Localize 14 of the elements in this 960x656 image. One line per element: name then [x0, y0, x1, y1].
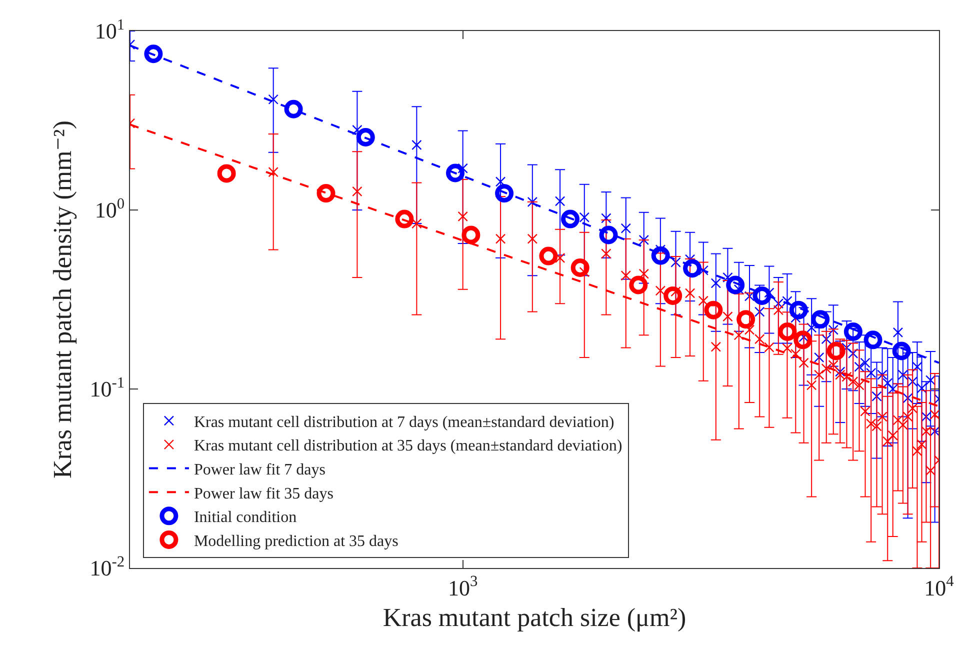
legend-label: Power law fit 7 days: [194, 462, 326, 479]
legend-label: Kras mutant cell distribution at 35 days (mean±standard deviation): [194, 438, 622, 455]
x-axis-title: Kras mutant patch size (μm²): [382, 603, 686, 632]
y-tick-label: 10$^{0}$: [94, 195, 125, 223]
x-tick-label: 10$^{4}$: [924, 573, 954, 600]
y-tick-label: 10$^{-1}$: [90, 374, 125, 402]
legend-label: Kras mutant cell distribution at 7 days (mean±standard deviation): [194, 414, 614, 431]
legend-label: Modelling prediction at 35 days: [194, 532, 398, 550]
legend-label: Initial condition: [194, 509, 297, 526]
legend-label: Power law fit 35 days: [194, 485, 334, 502]
y-axis-title: Kras mutant patch density (mm⁻²): [48, 120, 78, 478]
x-tick-label: 10$^{3}$: [448, 573, 478, 600]
y-tick-label: 10$^{-2}$: [90, 553, 125, 581]
y-tick-label: 10$^{1}$: [94, 16, 125, 44]
